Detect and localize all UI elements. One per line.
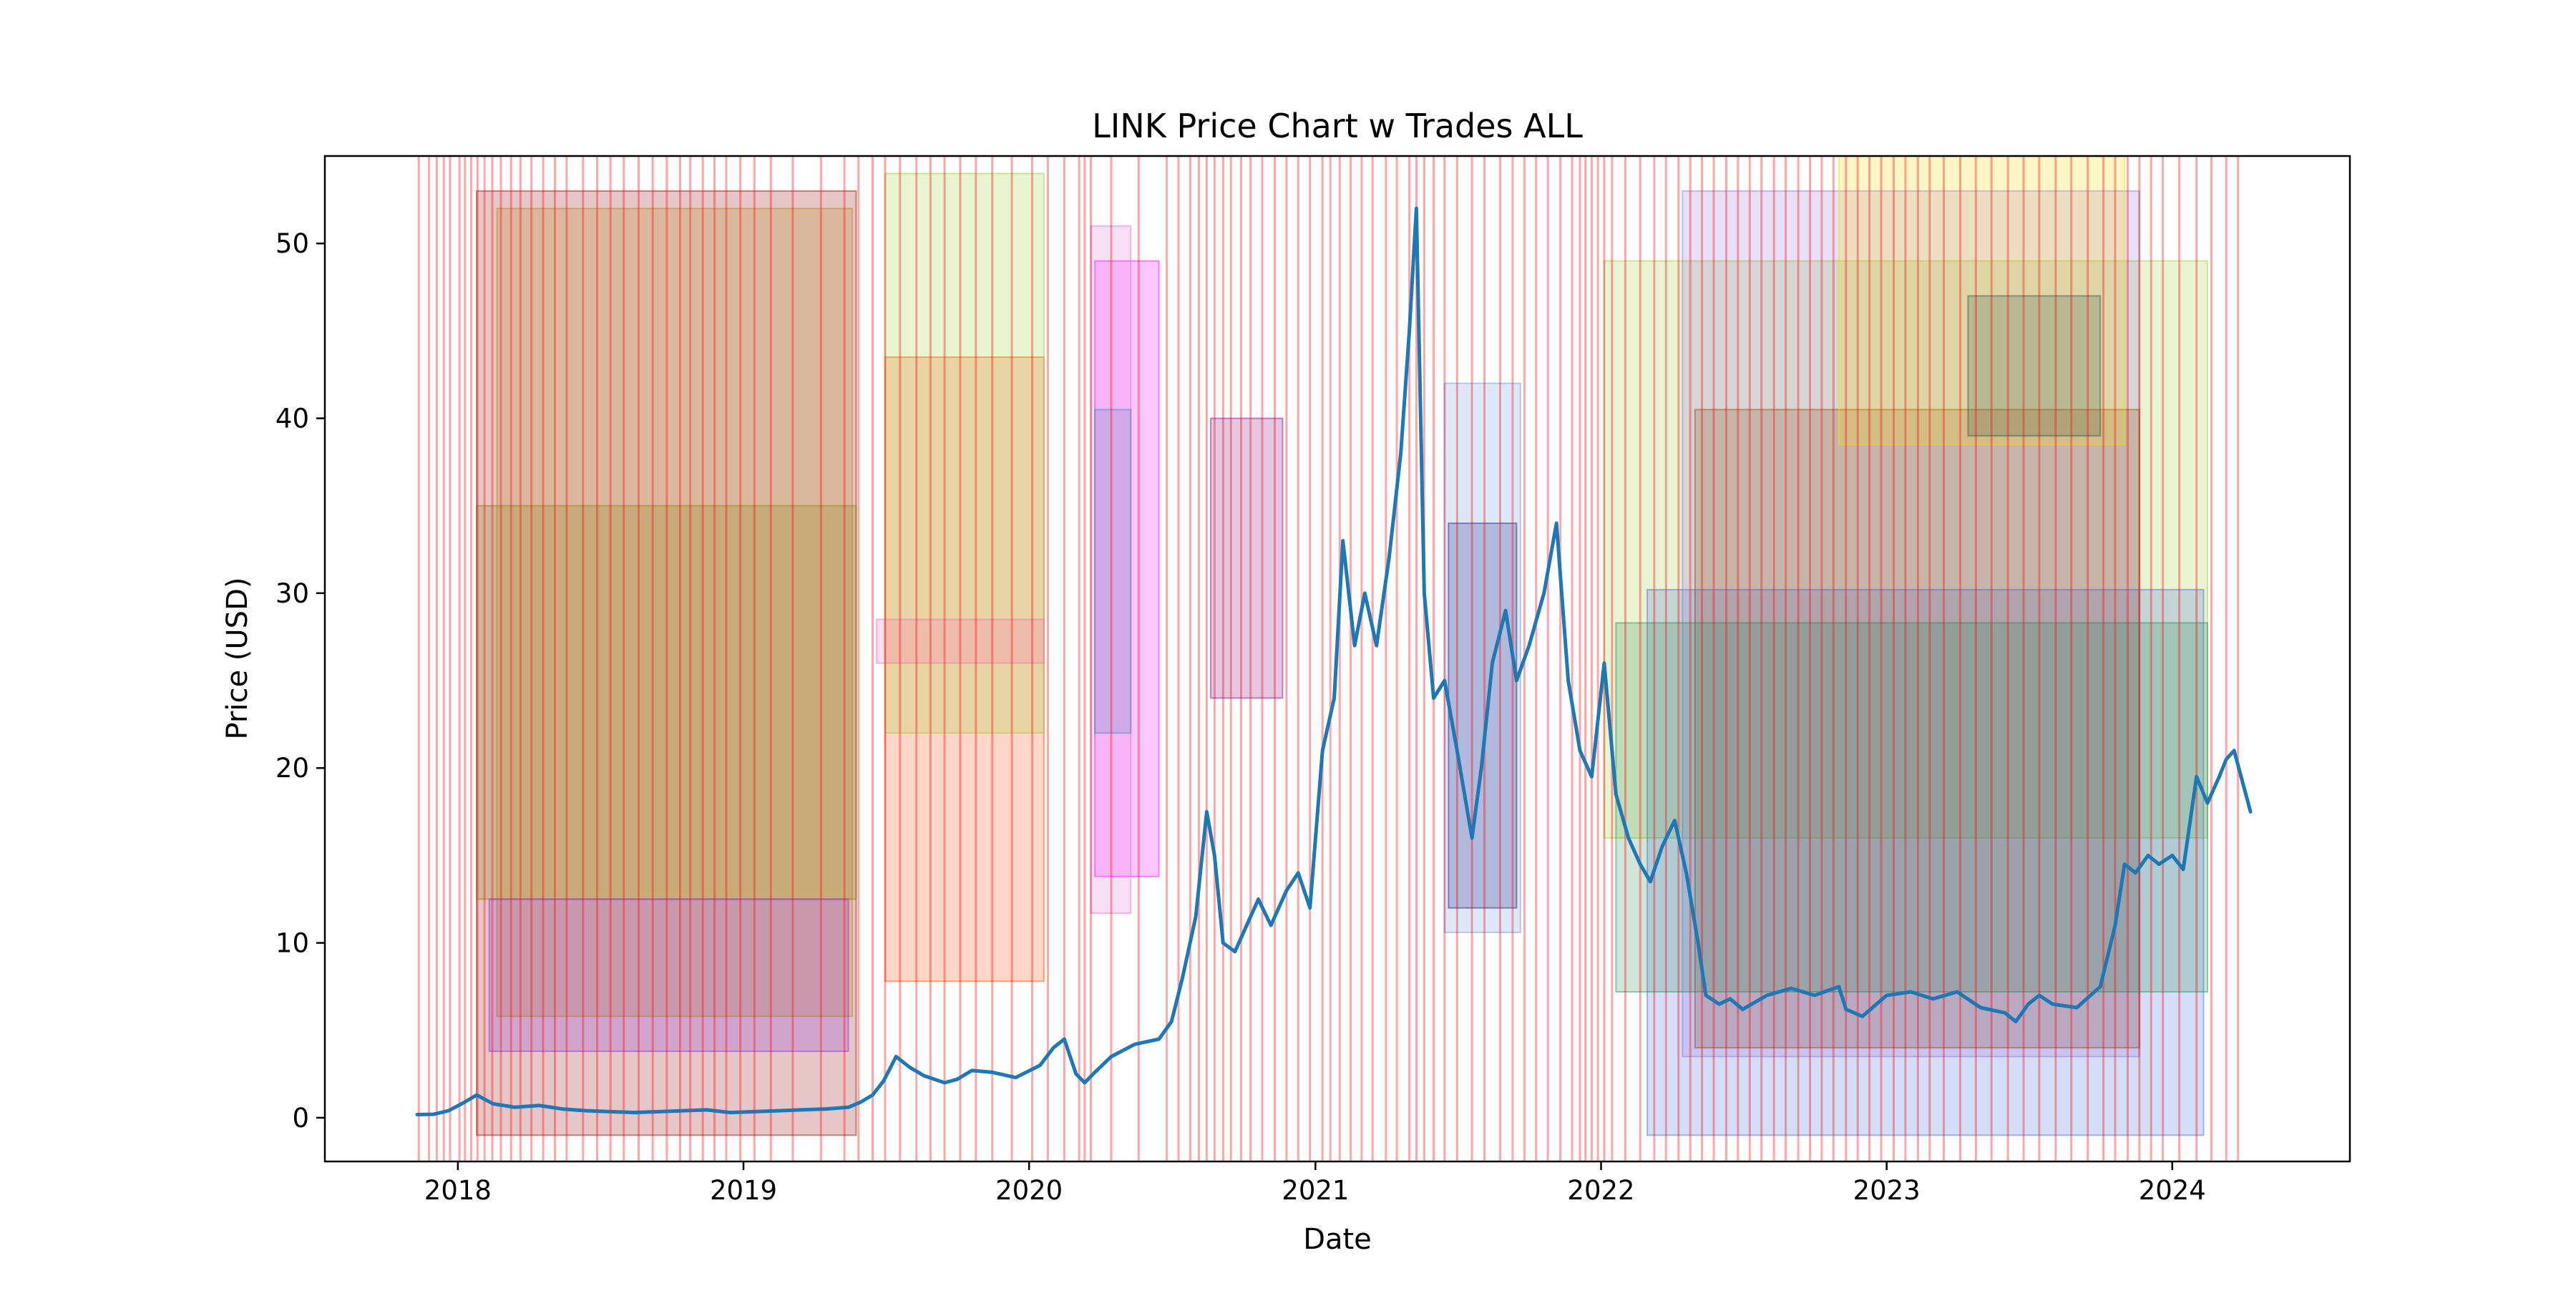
trade-box-11 (1443, 382, 1521, 933)
trade-box-7 (1094, 260, 1160, 877)
x-axis-ticks: 2018 2019 2020 2021 2022 2023 2024 (424, 1161, 2206, 1206)
trade-box-14 (1646, 588, 2205, 1136)
trade-box-layer (476, 156, 2208, 1136)
trade-box-1 (476, 505, 857, 900)
trade-box-17 (1615, 622, 2208, 993)
trade-box-10 (1209, 417, 1284, 699)
x-tick-label-2022: 2022 (1567, 1175, 1634, 1206)
x-tick-label-2020: 2020 (995, 1175, 1063, 1206)
plot-frame (323, 155, 2351, 1163)
y-tick-label-10: 10 (275, 928, 309, 959)
y-tick-label-50: 50 (275, 228, 309, 259)
trade-box-3 (488, 898, 849, 1053)
chart-title: LINK Price Chart w Trades ALL (1092, 107, 1583, 145)
trade-box-16 (1694, 409, 2140, 1049)
trade-box-2 (496, 208, 854, 1018)
y-tick-label-20: 20 (275, 753, 309, 784)
trade-box-18 (1838, 156, 2126, 446)
trade-box-8 (1090, 225, 1132, 915)
trade-box-5 (884, 172, 1045, 734)
x-tick-label-2018: 2018 (424, 1175, 492, 1206)
y-axis-label: Price (USD) (221, 578, 254, 740)
trade-box-13 (1603, 260, 2208, 839)
x-tick-label-2019: 2019 (710, 1175, 777, 1206)
trade-box-4 (884, 356, 1045, 983)
x-tick-label-2021: 2021 (1282, 1175, 1349, 1206)
x-tick-label-2023: 2023 (1853, 1175, 1921, 1206)
y-tick-label-40: 40 (275, 404, 309, 434)
y-tick-label-30: 30 (275, 578, 309, 609)
trade-box-12 (1448, 522, 1518, 909)
x-axis-label: Date (1303, 1223, 1372, 1256)
trade-box-15 (1682, 190, 2140, 1058)
trade-box-19 (1967, 295, 2102, 437)
y-axis-ticks: 0 10 20 30 40 50 (275, 228, 325, 1134)
trade-box-9 (1094, 409, 1132, 734)
trade-box-0 (476, 190, 857, 1136)
trade-box-6 (875, 618, 1045, 664)
x-tick-label-2024: 2024 (2139, 1175, 2206, 1206)
y-tick-label-0: 0 (292, 1103, 309, 1134)
price-series-layer (415, 206, 2253, 1116)
price-line-0 (415, 206, 2253, 1116)
trade-line-layer (417, 156, 2240, 1161)
